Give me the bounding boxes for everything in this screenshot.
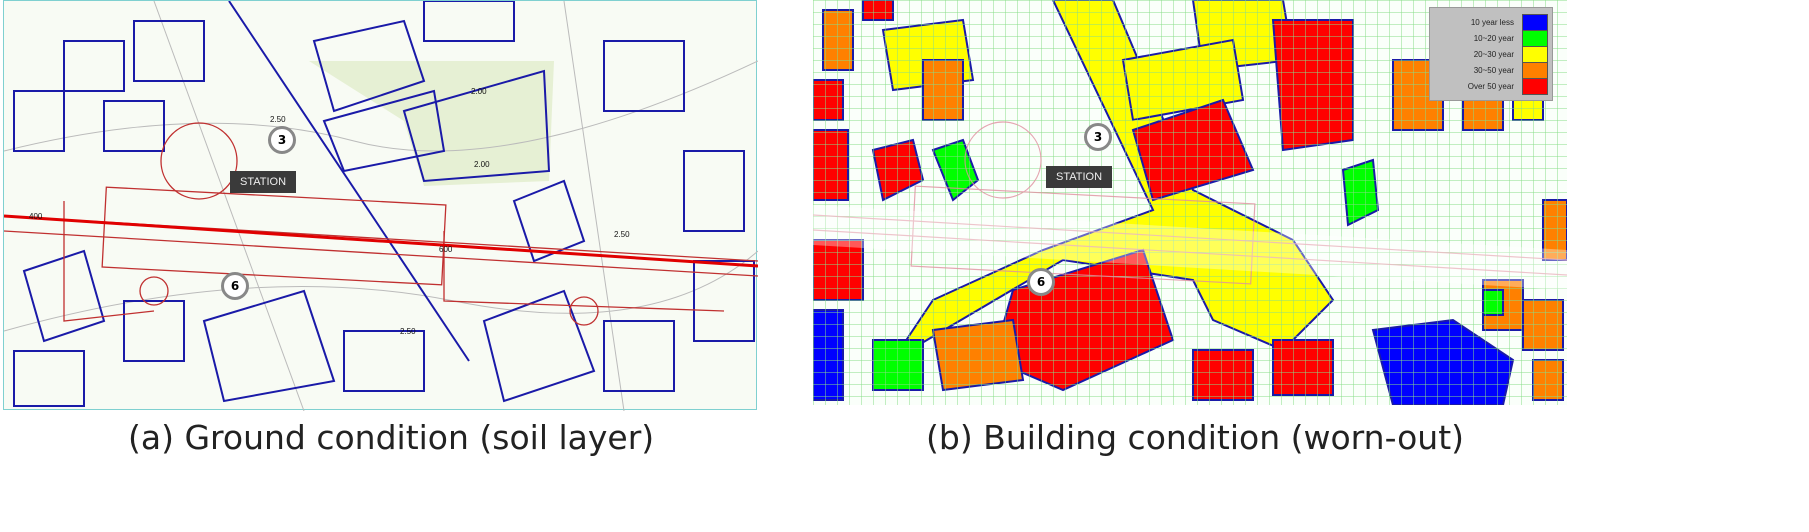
legend-swatch <box>1522 77 1548 95</box>
legend-item: 20~30 year <box>1434 45 1548 63</box>
legend-label: Over 50 year <box>1467 81 1514 91</box>
station-label: STATION <box>230 171 297 193</box>
legend-swatch <box>1522 61 1548 79</box>
legend-item: 10 year less <box>1434 13 1548 31</box>
legend-item: 10~20 year <box>1434 29 1548 47</box>
legend-swatch <box>1522 29 1548 47</box>
exit-marker-3: 3 <box>1084 123 1112 151</box>
legend-label: 20~30 year <box>1473 49 1514 59</box>
exit-marker-3: 3 <box>268 126 296 154</box>
caption-b: (b) Building condition (worn-out) <box>926 418 1465 457</box>
contour-label: 2.50 <box>614 230 630 239</box>
ground-map-drawing <box>4 1 758 411</box>
contour-label: 2.50 <box>270 115 286 124</box>
legend-label: 10~20 year <box>1473 33 1514 43</box>
building-condition-map: STATION 3 6 10 year less 10~20 year 20~3… <box>813 0 1567 405</box>
chainage-label: 400 <box>29 212 43 221</box>
legend-item: 30~50 year <box>1434 61 1548 79</box>
ground-condition-map: STATION 3 6 2.50 2.00 2.00 2.50 2.50 400… <box>3 0 758 411</box>
contour-label: 2.00 <box>471 87 487 96</box>
age-legend: 10 year less 10~20 year 20~30 year 30~50… <box>1429 7 1553 101</box>
exit-marker-6: 6 <box>221 272 249 300</box>
legend-swatch <box>1522 45 1548 63</box>
contour-label: 2.50 <box>400 327 416 336</box>
legend-label: 10 year less <box>1470 17 1514 27</box>
legend-item: Over 50 year <box>1434 77 1548 95</box>
chainage-label: 600 <box>439 245 453 254</box>
station-label: STATION <box>1046 166 1113 188</box>
contour-label: 2.00 <box>474 160 490 169</box>
caption-a: (a) Ground condition (soil layer) <box>128 418 655 457</box>
legend-swatch <box>1522 13 1548 31</box>
legend-label: 30~50 year <box>1473 65 1514 75</box>
exit-marker-6: 6 <box>1027 268 1055 296</box>
